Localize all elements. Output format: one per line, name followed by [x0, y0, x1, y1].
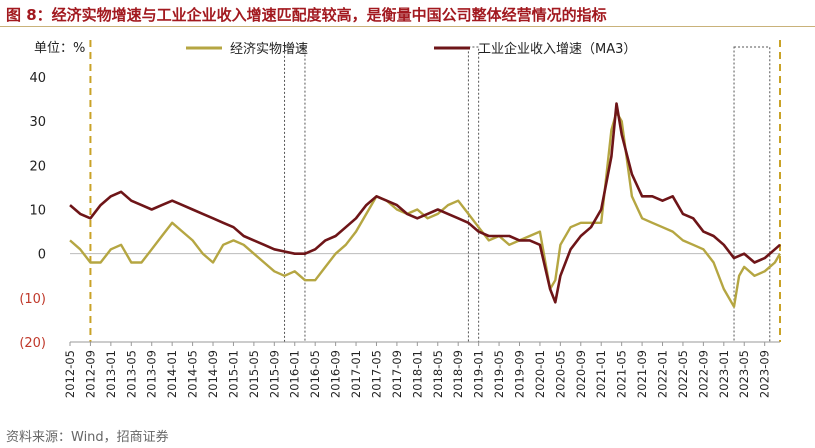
legend: 经济实物增速 工业企业收入增速（MA3） — [186, 41, 636, 57]
title-bar: 图 8：经济实物增速与工业企业收入增速匹配度较高，是衡量中国公司整体经营情况的指… — [0, 0, 815, 27]
x-tick-label: 2012-09 — [83, 350, 97, 398]
y-tick-label: 10 — [29, 204, 46, 219]
y-tick-label: 30 — [29, 115, 46, 130]
x-tick-label: 2023-09 — [758, 350, 772, 398]
x-tick-label: 2021-05 — [615, 350, 629, 398]
series-line-2 — [69, 102, 781, 304]
highlight-box — [733, 46, 771, 343]
x-tick-label: 2013-09 — [145, 350, 159, 398]
x-tick-label: 2012-05 — [63, 350, 77, 398]
x-tick-label: 2021-09 — [635, 350, 649, 398]
y-tick-label: (20) — [19, 336, 46, 351]
y-tick-label: (10) — [19, 292, 46, 307]
legend-label: 工业企业收入增速（MA3） — [478, 41, 636, 57]
x-tick-label: 2013-05 — [124, 350, 138, 398]
x-tick-label: 2022-05 — [676, 350, 690, 398]
highlight-box — [284, 46, 306, 343]
x-tick-label: 2019-05 — [492, 350, 506, 398]
x-tick-label: 2021-01 — [594, 350, 608, 398]
y-tick-label: 0 — [38, 248, 46, 263]
y-tick-label: 20 — [29, 159, 46, 174]
x-tick-label: 2023-05 — [737, 350, 751, 398]
x-tick-label: 2017-09 — [390, 350, 404, 398]
x-tick-label: 2019-01 — [472, 350, 486, 398]
highlight-box — [467, 46, 480, 343]
x-tick-label: 2014-09 — [206, 350, 220, 398]
source-note: 资料来源：Wind，招商证券 — [6, 430, 169, 445]
y-axis: 40 30 20 10 0 (10) (20) — [19, 71, 46, 351]
x-tick-label: 2018-09 — [451, 350, 465, 398]
x-tick-label: 2015-01 — [226, 350, 240, 398]
x-tick-label: 2018-05 — [431, 350, 445, 398]
x-tick-label: 2016-05 — [308, 350, 322, 398]
x-tick-label: 2019-09 — [512, 350, 526, 398]
x-tick-label: 2020-09 — [574, 350, 588, 398]
x-tick-label: 2020-01 — [533, 350, 547, 398]
legend-label: 经济实物增速 — [230, 42, 308, 57]
unit-label: 单位：% — [34, 41, 85, 56]
x-tick-label: 2017-05 — [369, 350, 383, 398]
x-tick-label: 2018-01 — [410, 350, 424, 398]
x-tick-label: 2023-01 — [717, 350, 731, 398]
x-tick-label: 2022-01 — [656, 350, 670, 398]
x-axis: 2012-05 2012-09 2013-01 2013-05 2013-09 2014-… — [63, 341, 780, 398]
x-tick-label: 2016-09 — [329, 350, 343, 398]
x-tick-label: 2014-01 — [165, 350, 179, 398]
x-tick-label: 2022-09 — [696, 350, 710, 398]
x-tick-label: 2015-05 — [247, 350, 261, 398]
x-tick-label: 2014-05 — [186, 350, 200, 398]
x-tick-label: 2015-09 — [267, 350, 281, 398]
chart-title: 图 8：经济实物增速与工业企业收入增速匹配度较高，是衡量中国公司整体经营情况的指… — [6, 6, 607, 24]
x-tick-label: 2017-01 — [349, 350, 363, 398]
series-line-1 — [69, 111, 782, 308]
x-tick-label: 2016-01 — [288, 350, 302, 398]
series-lines — [69, 102, 782, 308]
x-tick-label: 2020-05 — [553, 350, 567, 398]
vertical-markers — [89, 40, 781, 342]
x-tick-label: 2013-01 — [104, 350, 118, 398]
highlight-boxes — [284, 46, 771, 343]
y-tick-label: 40 — [29, 71, 46, 86]
